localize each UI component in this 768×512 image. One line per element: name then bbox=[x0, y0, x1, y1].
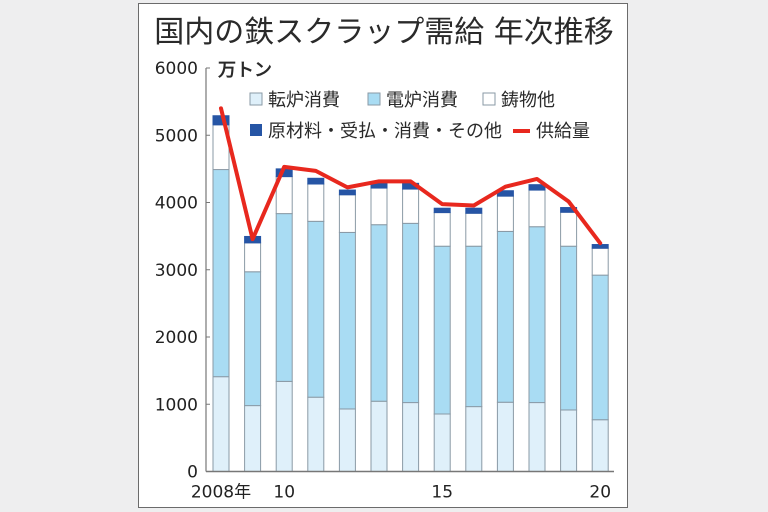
bars bbox=[212, 115, 609, 473]
y-tick-label: 3000 bbox=[155, 261, 198, 281]
bar-segment bbox=[275, 213, 293, 382]
bar-2017 bbox=[496, 190, 514, 473]
bar-segment bbox=[465, 245, 483, 408]
bar-2014 bbox=[402, 182, 420, 473]
y-tick-label: 2000 bbox=[155, 328, 198, 348]
bar-segment bbox=[275, 380, 293, 473]
bar-2008 bbox=[212, 115, 230, 472]
x-axis: 2008年 10 15 20 bbox=[191, 470, 614, 503]
bar-segment bbox=[433, 207, 451, 214]
bar-segment bbox=[212, 376, 230, 472]
bar-segment bbox=[465, 212, 483, 247]
bar-segment bbox=[338, 408, 356, 472]
legend-label-casting: 鋳物他 bbox=[501, 90, 555, 111]
bar-segment bbox=[465, 406, 483, 473]
bar-segment bbox=[307, 396, 325, 472]
bar-segment bbox=[370, 187, 388, 226]
bar-segment bbox=[370, 224, 388, 402]
bar-segment bbox=[338, 194, 356, 233]
bar-2019 bbox=[560, 207, 578, 472]
bar-segment bbox=[244, 242, 262, 273]
bar-segment bbox=[244, 271, 262, 407]
bar-segment bbox=[402, 222, 420, 404]
legend-swatch-casting bbox=[482, 92, 496, 106]
y-tick-label: 0 bbox=[187, 463, 198, 483]
bar-segment bbox=[528, 184, 546, 191]
bar-segment bbox=[433, 413, 451, 472]
legend-label-supply: 供給量 bbox=[536, 121, 590, 142]
y-axis: 0 1000 2000 3000 4000 5000 6000 bbox=[155, 59, 210, 483]
bar-segment bbox=[560, 245, 578, 411]
bar-segment bbox=[338, 231, 356, 410]
bar-segment bbox=[528, 189, 546, 228]
bar-segment bbox=[402, 188, 420, 224]
bar-segment bbox=[528, 402, 546, 473]
supply-polyline bbox=[219, 106, 603, 246]
legend: 転炉消費 電炉消費 鋳物他 原材料・受払・消費・その他 供給量 bbox=[249, 90, 590, 142]
bar-2012 bbox=[338, 189, 356, 472]
bar-segment bbox=[465, 207, 483, 214]
bar-segment bbox=[307, 183, 325, 222]
bar-segment bbox=[370, 400, 388, 473]
bar-segment bbox=[560, 211, 578, 247]
bar-segment bbox=[591, 274, 609, 421]
bar-2009 bbox=[244, 235, 262, 472]
bar-2018 bbox=[528, 184, 546, 473]
supply-line bbox=[219, 106, 603, 246]
bar-segment bbox=[433, 212, 451, 247]
y-tick-label: 1000 bbox=[155, 395, 198, 415]
bar-2013 bbox=[370, 182, 388, 473]
chart-title: 国内の鉄スクラップ需給 年次推移 bbox=[154, 15, 614, 50]
bar-segment bbox=[338, 189, 356, 196]
bar-2011 bbox=[307, 177, 325, 472]
x-tick-label: 2008年 bbox=[191, 483, 251, 503]
bar-segment bbox=[307, 177, 325, 185]
bar-2015 bbox=[433, 207, 451, 472]
x-tick-label: 10 bbox=[273, 483, 295, 503]
unit-label: 万トン bbox=[217, 60, 272, 81]
bar-segment bbox=[433, 245, 451, 415]
legend-swatch-converter bbox=[249, 92, 263, 106]
y-tick-label: 6000 bbox=[155, 59, 198, 79]
legend-swatch-eaf bbox=[367, 92, 381, 106]
legend-label-converter: 転炉消費 bbox=[268, 90, 340, 111]
bar-2020 bbox=[591, 244, 609, 472]
bar-segment bbox=[212, 169, 230, 378]
bar-2016 bbox=[465, 207, 483, 473]
legend-swatch-raw-material bbox=[250, 124, 262, 136]
bar-segment bbox=[244, 405, 262, 472]
bar-segment bbox=[496, 195, 514, 232]
bar-segment bbox=[402, 402, 420, 473]
legend-label-eaf: 電炉消費 bbox=[386, 90, 458, 111]
bar-segment bbox=[560, 409, 578, 472]
bar-segment bbox=[496, 230, 514, 403]
y-tick-label: 5000 bbox=[155, 126, 198, 146]
x-tick-label: 20 bbox=[589, 483, 611, 503]
bar-segment bbox=[591, 247, 609, 276]
legend-label-raw-material: 原材料・受払・消費・その他 bbox=[268, 121, 502, 142]
bar-segment bbox=[496, 401, 514, 473]
bar-segment bbox=[307, 220, 325, 398]
bar-segment bbox=[591, 419, 609, 472]
bar-segment bbox=[528, 226, 546, 404]
y-tick-label: 4000 bbox=[155, 194, 198, 214]
x-tick-label: 15 bbox=[431, 483, 453, 503]
bar-2010 bbox=[275, 168, 293, 473]
